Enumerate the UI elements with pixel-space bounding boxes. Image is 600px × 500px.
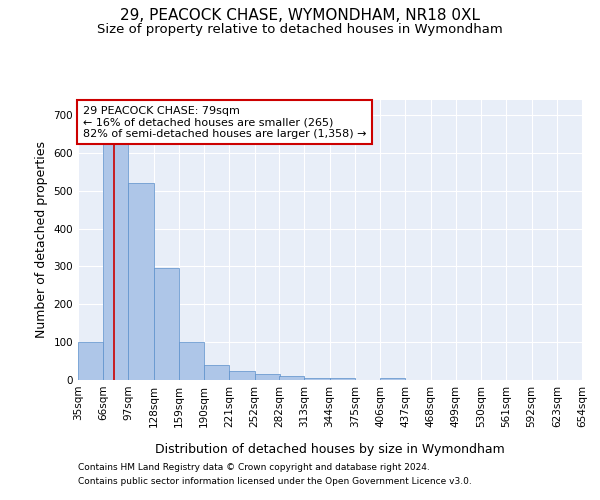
Text: Distribution of detached houses by size in Wymondham: Distribution of detached houses by size … [155, 442, 505, 456]
Y-axis label: Number of detached properties: Number of detached properties [35, 142, 48, 338]
Text: Contains HM Land Registry data © Crown copyright and database right 2024.: Contains HM Land Registry data © Crown c… [78, 462, 430, 471]
Bar [380, 378, 406, 380]
Bar [329, 378, 355, 380]
Bar [103, 130, 128, 380]
Bar [229, 370, 254, 380]
Bar [154, 268, 179, 380]
Text: Size of property relative to detached houses in Wymondham: Size of property relative to detached ho… [97, 22, 503, 36]
Text: 29 PEACOCK CHASE: 79sqm
← 16% of detached houses are smaller (265)
82% of semi-d: 29 PEACOCK CHASE: 79sqm ← 16% of detache… [83, 106, 367, 139]
Bar [78, 342, 103, 380]
Bar [128, 183, 154, 380]
Bar [279, 376, 304, 380]
Bar [204, 365, 229, 380]
Bar [304, 378, 329, 380]
Text: 29, PEACOCK CHASE, WYMONDHAM, NR18 0XL: 29, PEACOCK CHASE, WYMONDHAM, NR18 0XL [120, 8, 480, 22]
Bar [179, 342, 204, 380]
Text: Contains public sector information licensed under the Open Government Licence v3: Contains public sector information licen… [78, 478, 472, 486]
Bar [254, 374, 280, 380]
